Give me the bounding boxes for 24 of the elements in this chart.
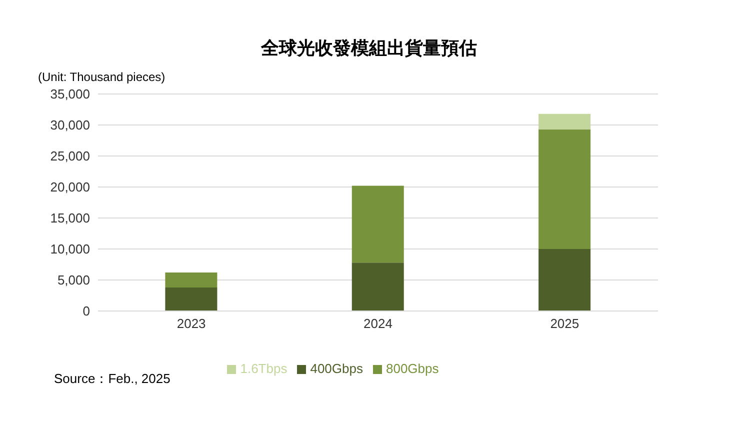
y-tick-label: 0 [82,304,90,319]
bar [538,114,591,130]
bar [352,262,404,311]
bar [352,186,404,263]
y-tick-label: 15,000 [50,210,90,226]
y-tick-label: 5,000 [57,272,90,288]
chart-title: 全球光收發模組出貨量預估 [260,37,478,60]
legend-label: 400Gbps [310,361,363,376]
y-tick-label: 10,000 [50,242,90,257]
source-note: Source：Feb., 2025 [54,370,170,388]
legend-label: 800Gbps [386,361,439,376]
y-tick-label: 35,000 [50,86,90,102]
x-tick-label: 2023 [176,316,206,332]
y-tick-label: 20,000 [50,180,90,195]
legend-label: 1.6Tbps [240,361,288,376]
bar [165,287,218,311]
bar [538,129,591,249]
bar [538,249,591,311]
y-tick-label: 30,000 [50,118,90,133]
x-tick-label: 2024 [364,316,392,332]
x-tick-label: 2025 [550,316,580,332]
y-axis-title: (Unit: Thousand pieces) [38,70,166,84]
y-tick-label: 25,000 [50,148,90,164]
bar [165,272,218,288]
